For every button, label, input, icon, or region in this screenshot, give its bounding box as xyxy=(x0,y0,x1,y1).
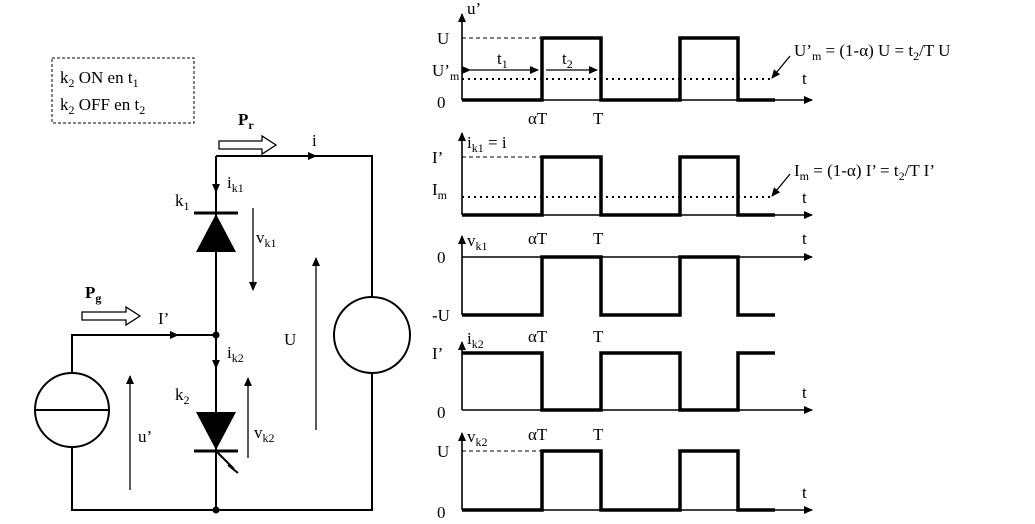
waveform-vk2: vk2 U 0 αT T t xyxy=(437,425,813,522)
p5-ylabel: vk2 xyxy=(467,427,488,449)
p4-label-aT: αT xyxy=(528,327,548,346)
p3-label-aT: αT xyxy=(528,229,548,248)
outer-loop-wire xyxy=(71,155,373,511)
label-ik2: ik2 xyxy=(227,343,244,365)
p5-trace xyxy=(462,449,775,512)
p5-tick-U: U xyxy=(437,442,449,461)
label-U: U xyxy=(284,330,296,349)
p1-tick-U: U xyxy=(437,29,449,48)
label-k1: k1 xyxy=(175,191,190,213)
p1-label-t1: t1 xyxy=(497,49,508,71)
label-ik1: ik1 xyxy=(227,173,244,195)
waveform-u-prime: u’ U U’m 0 t1 t2 αT T t U’m = (1-α) U = … xyxy=(432,0,950,128)
label-pg: Pg xyxy=(85,283,101,305)
label-pr: Pr xyxy=(238,110,254,132)
p4-tick-zero: 0 xyxy=(437,403,446,422)
current-source xyxy=(34,372,110,448)
p5-label-aT: αT xyxy=(528,425,548,444)
p1-label-T: T xyxy=(593,109,604,128)
p4-label-T: T xyxy=(593,327,604,346)
label-i: i xyxy=(312,131,317,150)
p1-trace xyxy=(462,36,775,102)
p4-trace xyxy=(462,351,775,412)
node-bottom xyxy=(212,506,220,514)
legend-line-1: k2 ON en t1 xyxy=(60,68,139,90)
p2-label-t: t xyxy=(802,188,807,207)
p1-label-aT: αT xyxy=(528,109,548,128)
node-mid xyxy=(212,331,220,339)
p5-tick-zero: 0 xyxy=(437,503,446,522)
p2-ylabel: ik1 = i xyxy=(467,133,507,155)
p2-tick-Im: Im xyxy=(432,180,448,202)
p1-tick-zero: 0 xyxy=(437,93,446,112)
p4-ylabel: ik2 xyxy=(467,329,484,351)
label-iprime: I’ xyxy=(158,309,169,328)
waveform-vk1: vk1 0 -U αT T t xyxy=(432,229,813,325)
voltage-source xyxy=(333,296,411,374)
p2-tick-I: I’ xyxy=(432,148,443,167)
p3-tick-zero: 0 xyxy=(437,248,446,267)
p3-label-t: t xyxy=(802,229,807,248)
p1-label-t: t xyxy=(802,69,807,88)
label-vk2: vk2 xyxy=(254,423,275,445)
p1-label-t2: t2 xyxy=(562,49,573,71)
p4-tick-I: I’ xyxy=(432,344,443,363)
p1-tick-Um: U’m xyxy=(432,61,460,83)
legend-box: k2 ON en t1 k2 OFF en t2 xyxy=(51,57,195,124)
p2-equation: Im = (1-α) I’ = t2/T I’ xyxy=(794,161,935,183)
thyristor-k2 xyxy=(194,412,239,474)
p3-trace xyxy=(462,255,775,317)
diode-k1 xyxy=(194,211,238,252)
p4-label-t: t xyxy=(802,383,807,402)
waveform-ik1: ik1 = i I’ Im t Im = (1-α) I’ = t2/T I’ xyxy=(432,132,935,219)
p5-label-T: T xyxy=(593,425,604,444)
waveform-ik2: ik2 I’ 0 αT T t xyxy=(432,327,813,422)
p2-eq-pointer xyxy=(771,173,791,197)
p1-equation: U’m = (1-α) U = t2/T U xyxy=(794,41,950,63)
power-arrow-pg xyxy=(81,305,142,327)
p3-tick-negU: -U xyxy=(432,306,450,325)
p1-eq-pointer xyxy=(771,55,791,79)
legend-line-2: k2 OFF en t2 xyxy=(60,95,145,117)
power-arrow-pr xyxy=(218,134,278,156)
circuit: Pr Pg i I’ ik1 ik2 k1 k2 vk1 vk2 U u’ xyxy=(34,110,411,514)
p2-trace xyxy=(462,155,775,217)
p3-ylabel: vk1 xyxy=(467,231,488,253)
p5-label-t: t xyxy=(802,483,807,502)
p3-label-T: T xyxy=(593,229,604,248)
p1-ylabel: u’ xyxy=(467,0,481,18)
label-vk1: vk1 xyxy=(256,228,277,250)
label-uprime: u’ xyxy=(138,427,152,446)
label-k2: k2 xyxy=(175,385,190,407)
